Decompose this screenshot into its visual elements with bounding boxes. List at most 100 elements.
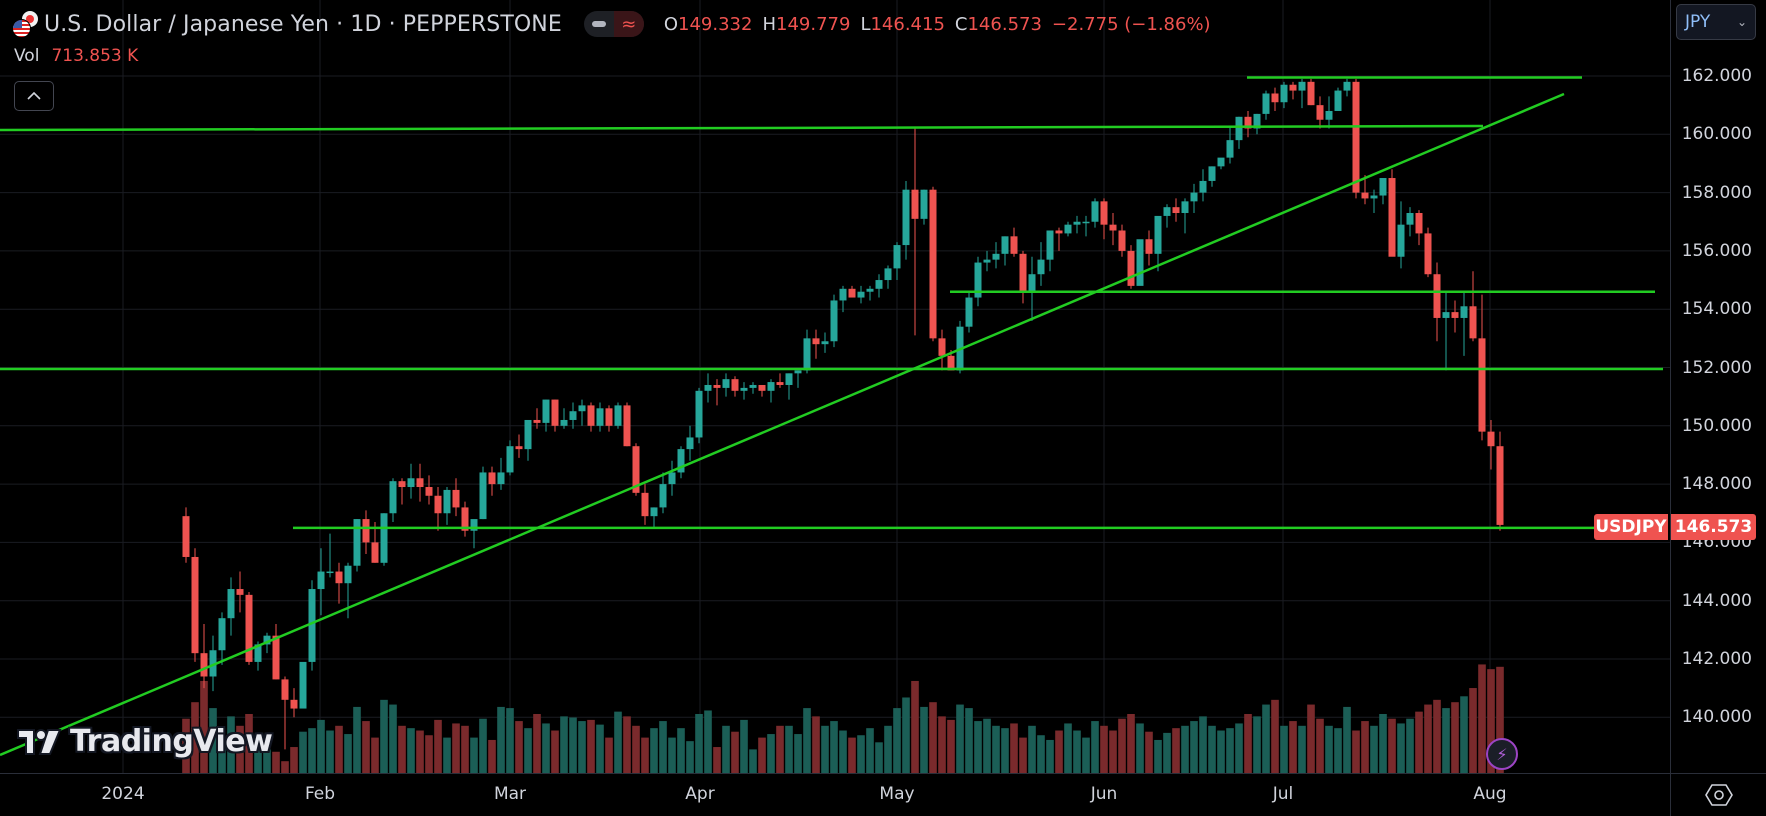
volume-bar	[1451, 702, 1459, 773]
candle-body	[1469, 306, 1477, 339]
candle-body	[335, 571, 343, 584]
status-pill[interactable]: ≈	[583, 11, 644, 37]
volume-bar	[488, 739, 496, 773]
data-delay-icon[interactable]: ≈	[613, 11, 644, 37]
price-tick: 142.000	[1681, 649, 1752, 669]
candle-body	[596, 408, 604, 426]
volume-bar	[308, 728, 316, 773]
volume-bar	[1280, 725, 1288, 773]
volume-bar	[281, 761, 289, 773]
volume-bar	[1316, 718, 1324, 773]
volume-bar	[209, 708, 217, 773]
market-status-icon[interactable]	[584, 11, 614, 37]
volume-bar	[1442, 708, 1450, 773]
lightning-icon[interactable]: ⚡	[1486, 738, 1518, 770]
volume-bar	[218, 741, 226, 773]
change-value: −2.775 (−1.86%)	[1051, 13, 1211, 35]
ohlc-values: O149.332 H149.779 L146.415 C146.573 −2.7…	[664, 14, 1211, 35]
volume-bar	[182, 718, 190, 773]
candle-body	[488, 472, 496, 485]
price-tick: 158.000	[1681, 182, 1752, 203]
tradingview-logo[interactable]: TradingView	[16, 724, 273, 759]
candle-body	[506, 446, 514, 473]
volume-bar	[578, 721, 586, 773]
collapse-legend-button[interactable]	[14, 81, 54, 111]
candle-body	[884, 268, 892, 281]
candle-body	[272, 635, 280, 680]
chart-settings-button[interactable]	[1670, 773, 1766, 816]
candle-body	[803, 338, 811, 371]
candle-body	[1442, 312, 1450, 318]
candle-body	[848, 288, 856, 298]
chevron-up-icon	[27, 92, 41, 100]
candle-body	[497, 472, 505, 485]
symbol-title[interactable]: U.S. Dollar / Japanese Yen · 1D · PEPPER…	[44, 11, 562, 37]
volume-bar	[470, 737, 478, 773]
volume-bar	[1289, 721, 1297, 773]
candle-body	[452, 489, 460, 508]
volume-bar	[560, 716, 568, 773]
volume-bar	[1064, 723, 1072, 773]
volume-bar	[1100, 725, 1108, 773]
candle-body	[1082, 221, 1090, 224]
candle-body	[479, 472, 487, 520]
candle-body	[1091, 201, 1099, 222]
candle-body	[434, 495, 442, 514]
volume-bar	[956, 704, 964, 773]
volume-bar	[1325, 725, 1333, 773]
currency-selector[interactable]: JPY ⌄	[1676, 4, 1756, 40]
volume-label[interactable]: Vol	[14, 46, 40, 66]
volume-bar	[1073, 730, 1081, 773]
candle-body	[398, 481, 406, 488]
last-price-symbol: USDJPY	[1594, 514, 1668, 540]
candle-body	[731, 379, 739, 391]
candle-body	[839, 288, 847, 301]
candle-body	[1316, 105, 1324, 120]
candle-body	[794, 370, 802, 374]
time-axis[interactable]: 2024 Feb Mar Apr May Jun Jul Aug	[0, 773, 1670, 816]
candle-body	[992, 253, 1000, 260]
candle-body	[830, 300, 838, 342]
volume-bar	[1190, 721, 1198, 773]
close-key: C	[954, 13, 968, 35]
candle-body	[857, 291, 865, 298]
volume-bar	[272, 751, 280, 773]
volume-bar	[434, 719, 442, 773]
candle-body	[1379, 178, 1387, 196]
tradingview-logo-icon	[17, 728, 62, 755]
low-value: 146.415	[870, 13, 945, 35]
candle-body	[695, 390, 703, 438]
candle-body	[1289, 84, 1297, 91]
volume-bar	[1010, 723, 1018, 773]
volume-bar	[506, 708, 514, 773]
candle-body	[1271, 93, 1279, 103]
candle-body	[758, 384, 766, 391]
candle-body	[965, 297, 973, 327]
candle-body	[353, 519, 361, 566]
candle-body	[1190, 192, 1198, 202]
candle-body	[1118, 230, 1126, 251]
candle-body	[1100, 201, 1108, 225]
candle-body	[605, 408, 613, 426]
candle-body	[1028, 274, 1036, 292]
low-key: L	[860, 13, 871, 35]
volume-bar	[1262, 704, 1270, 773]
trendline-drawing[interactable]	[0, 92, 1565, 757]
candle-body	[1388, 178, 1396, 257]
candle-body	[938, 338, 946, 356]
horizontal-line-drawing[interactable]	[0, 124, 1484, 132]
candle-body	[1172, 207, 1180, 214]
volume-bar	[587, 719, 595, 773]
candle-body	[443, 489, 451, 514]
candle-body	[542, 399, 550, 423]
volume-bar	[1433, 699, 1441, 773]
volume-bar	[263, 749, 271, 773]
candle-body	[1451, 312, 1459, 318]
candle-body	[1406, 213, 1414, 225]
volume-bar	[1487, 669, 1495, 773]
price-axis[interactable]: 162.000 160.000 158.000 156.000 154.000 152.0…	[1670, 0, 1766, 773]
candle-body	[1037, 259, 1045, 275]
volume-bar	[1199, 716, 1207, 773]
volume-bar	[1370, 725, 1378, 773]
